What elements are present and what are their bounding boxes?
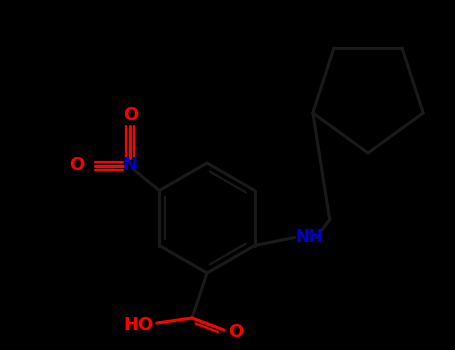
Text: O: O bbox=[123, 106, 138, 125]
Text: O: O bbox=[228, 323, 243, 341]
Text: HO: HO bbox=[124, 316, 154, 334]
Text: N: N bbox=[123, 156, 138, 175]
Text: NH: NH bbox=[296, 229, 324, 246]
Text: O: O bbox=[69, 156, 84, 175]
